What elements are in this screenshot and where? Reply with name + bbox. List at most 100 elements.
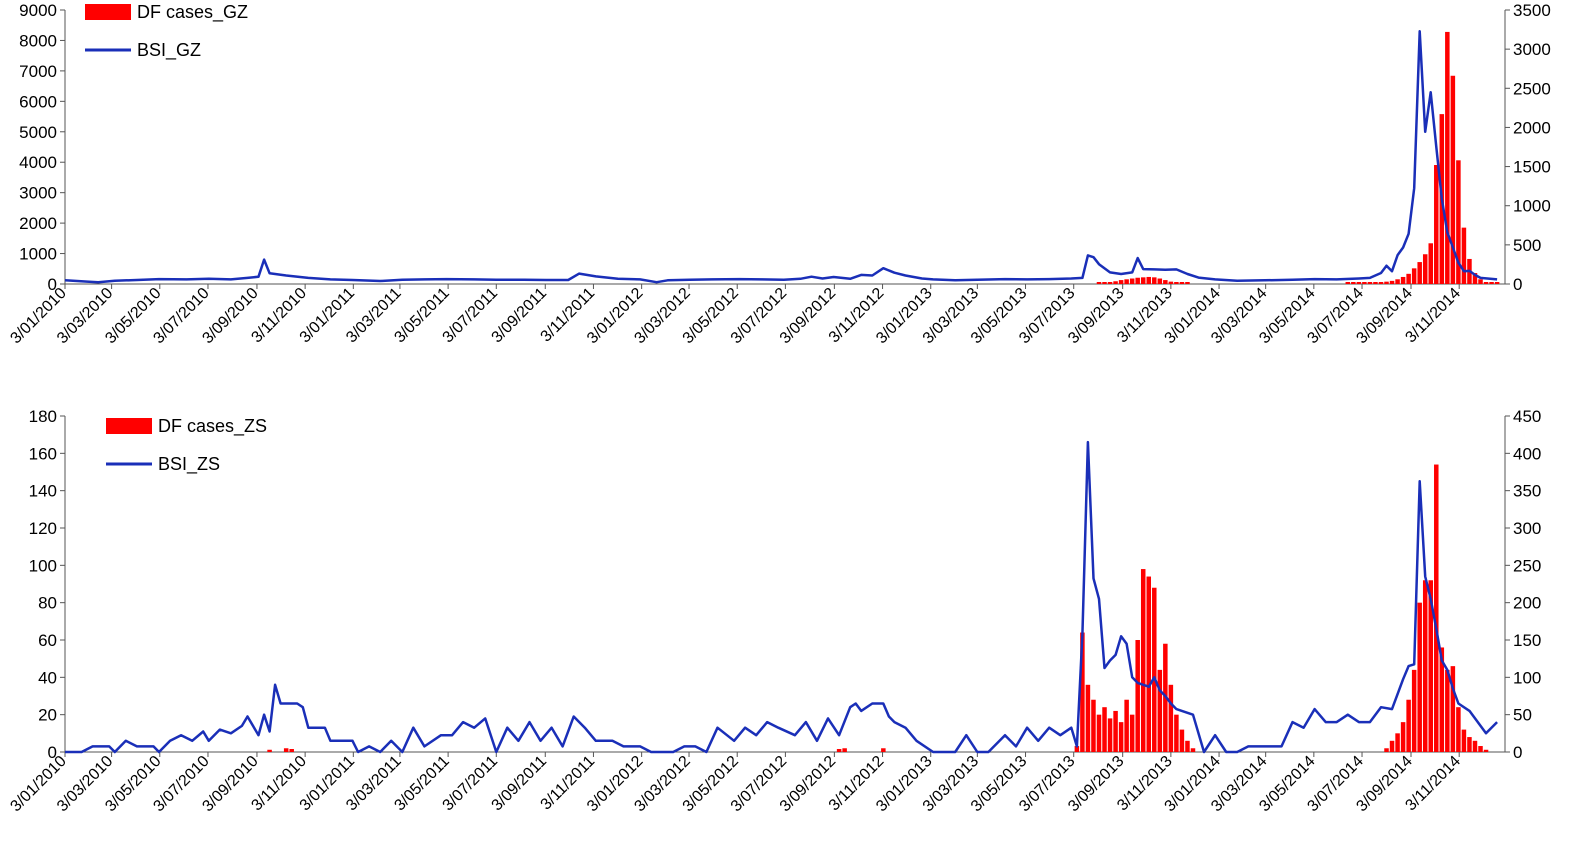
bar-df-cases-zs-3: [836, 749, 842, 752]
y-right-tick-label: 500: [1513, 236, 1541, 255]
y-right-tick-label: 1500: [1513, 158, 1551, 177]
bar-df-cases-gz-15: [1428, 243, 1433, 284]
bar-df-cases-zs-9: [1091, 699, 1096, 752]
y-right-tick-label: 300: [1513, 519, 1541, 538]
y-right-tick-label: 2500: [1513, 79, 1551, 98]
chart-panel-1: 0 1000 2000 3000 4000 5000 6000 7000 8000 9000 0 50…: [7, 1, 1550, 347]
bar-df-cases-zs-32: [1406, 699, 1411, 752]
legend-line-label: BSI_GZ: [137, 40, 201, 61]
bar-df-cases-gz-10: [1400, 276, 1406, 284]
bar-df-cases-gz-40: [1163, 280, 1168, 284]
bar-df-cases-gz-43: [1179, 282, 1185, 284]
bar-df-cases-zs-38: [1439, 647, 1445, 752]
bar-df-cases-zs-13: [1113, 710, 1118, 752]
bar-df-cases-zs-35: [1422, 580, 1428, 752]
bar-df-cases-zs-36: [1428, 580, 1433, 752]
y-left-tick-label: 0: [48, 275, 57, 294]
bar-df-cases-zs-5: [881, 748, 886, 752]
bar-df-cases-zs-25: [1179, 729, 1185, 752]
bar-df-cases-gz-28: [1096, 282, 1102, 284]
y-right-tick-label: 250: [1513, 556, 1541, 575]
line-bsi-zs: [65, 440, 1498, 754]
bar-df-cases-zs-20: [1152, 587, 1157, 752]
bar-df-cases-gz-9: [1395, 279, 1400, 284]
bar-df-cases-zs-33: [1411, 669, 1417, 752]
bar-df-cases-gz-1: [1351, 282, 1356, 284]
y-right-tick-label: 1000: [1513, 197, 1551, 216]
bar-df-cases-gz-35: [1135, 277, 1140, 284]
bar-df-cases-gz-33: [1124, 279, 1129, 284]
bar-df-cases-zs-14: [1118, 722, 1124, 752]
bar-df-cases-gz-2: [1356, 282, 1362, 284]
bar-df-cases-zs-17: [1135, 640, 1140, 752]
legend-bar-label: DF cases_GZ: [137, 2, 248, 23]
bar-df-cases-zs-27: [1190, 748, 1196, 752]
bar-df-cases-zs-24: [1174, 714, 1179, 752]
y-right-tick-label: 2000: [1513, 118, 1551, 137]
bar-df-cases-gz-37: [1146, 276, 1152, 284]
bar-df-cases-zs-39: [1445, 669, 1450, 752]
y-left-tick-label: 4000: [19, 153, 57, 172]
y-left-tick-label: 2000: [19, 214, 57, 233]
bar-df-cases-gz-30: [1107, 282, 1113, 284]
bar-df-cases-gz-18: [1445, 31, 1450, 285]
y-right-tick-label: 3000: [1513, 40, 1551, 59]
bar-df-cases-zs-43: [1467, 737, 1472, 752]
y-right-tick-label: 0: [1513, 275, 1522, 294]
legend-bar-label: DF cases_ZS: [158, 416, 267, 437]
bar-df-cases-zs-6: [1074, 746, 1080, 752]
bar-df-cases-gz-0: [1345, 282, 1351, 284]
bar-df-cases-zs-41: [1456, 707, 1461, 752]
y-left-tick-label: 0: [48, 743, 57, 762]
y-left-tick-label: 1000: [19, 245, 57, 264]
bar-df-cases-zs-4: [842, 748, 847, 752]
bar-df-cases-zs-7: [1080, 632, 1085, 752]
bar-df-cases-zs-11: [1102, 707, 1107, 752]
bar-df-cases-zs-34: [1417, 602, 1422, 752]
y-left-tick-label: 100: [29, 556, 57, 575]
y-left-tick-label: 180: [29, 407, 57, 426]
legend-1: DF cases_GZ BSI_GZ: [85, 2, 248, 61]
y-right-tick-label: 3500: [1513, 1, 1551, 20]
bar-df-cases-zs-37: [1434, 464, 1439, 752]
y-left-tick-label: 7000: [19, 62, 57, 81]
bar-df-cases-zs-44: [1472, 740, 1478, 752]
chart-panel-2: 0 20 40 60 80 100 120 140 160 180 0 50 100 150 200 250 3…: [7, 407, 1541, 815]
y-left-tick-label: 5000: [19, 123, 57, 142]
bar-df-cases-gz-6: [1378, 282, 1384, 284]
bar-df-cases-gz-27: [1494, 282, 1500, 284]
bar-df-cases-gz-36: [1140, 277, 1146, 284]
bar-df-cases-zs-30: [1395, 733, 1400, 752]
bar-df-cases-gz-11: [1406, 273, 1411, 284]
bar-df-cases-gz-4: [1367, 282, 1373, 284]
bar-df-cases-zs-42: [1461, 729, 1467, 752]
y-right-tick-label: 350: [1513, 482, 1541, 501]
y-right-tick-label: 0: [1513, 743, 1522, 762]
bar-df-cases-zs-16: [1129, 714, 1135, 752]
y-left-tick-label: 80: [38, 594, 57, 613]
bar-df-cases-gz-29: [1102, 282, 1107, 284]
legend-bar-swatch: [85, 4, 131, 20]
bar-df-cases-gz-3: [1362, 282, 1367, 284]
y-left-tick-label: 140: [29, 482, 57, 501]
bar-df-cases-zs-28: [1384, 748, 1389, 752]
bar-df-cases-gz-20: [1456, 160, 1461, 284]
bar-df-cases-gz-38: [1152, 277, 1157, 284]
y-left-tick-label: 40: [38, 668, 57, 687]
bar-df-cases-zs-31: [1400, 722, 1406, 752]
bar-df-cases-zs-18: [1140, 569, 1146, 752]
bar-df-cases-gz-42: [1174, 282, 1179, 284]
bar-df-cases-zs-26: [1185, 740, 1190, 752]
bar-df-cases-gz-26: [1489, 282, 1494, 284]
bar-df-cases-zs-46: [1483, 749, 1489, 752]
y-left-tick-label: 120: [29, 519, 57, 538]
bar-df-cases-zs-2: [289, 749, 294, 752]
bar-df-cases-gz-13: [1417, 262, 1422, 284]
bar-df-cases-gz-12: [1411, 268, 1417, 284]
bar-df-cases-gz-23: [1472, 273, 1478, 284]
y-left-tick-label: 8000: [19, 31, 57, 50]
bar-df-cases-zs-21: [1157, 669, 1163, 752]
y-left-tick-label: 60: [38, 631, 57, 650]
